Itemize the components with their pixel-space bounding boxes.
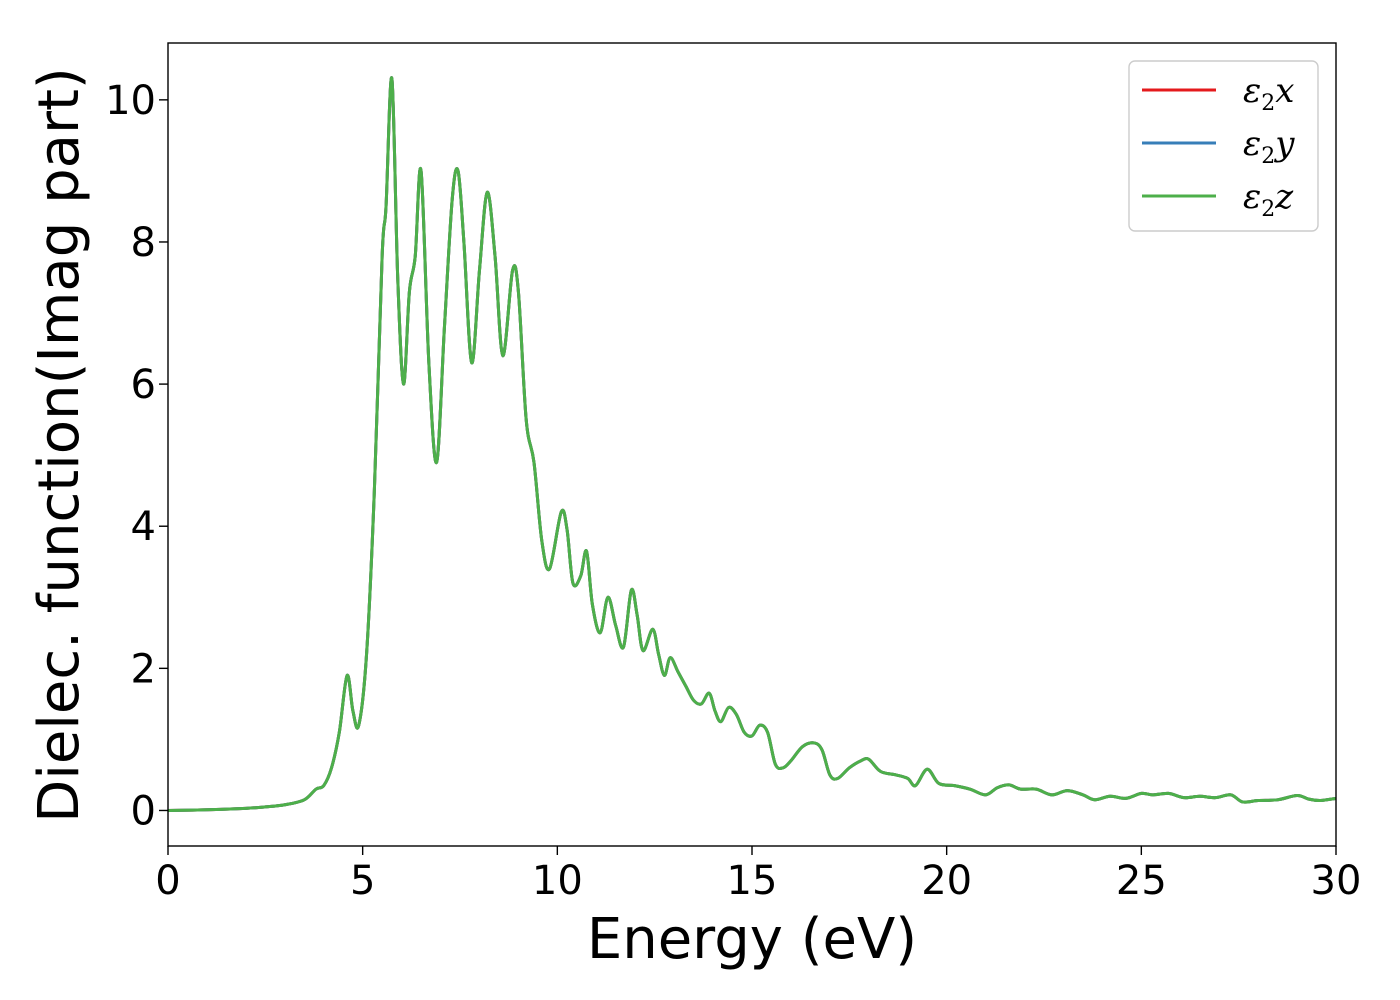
legend-items: ε2x ε2y ε2z <box>1142 71 1295 222</box>
x-tick-label: 5 <box>350 858 375 904</box>
y-axis-label: Dielec. function(Imag part) <box>27 67 92 823</box>
y-tick-label: 4 <box>131 504 156 550</box>
x-axis-label: Energy (eV) <box>587 907 917 972</box>
legend-box <box>1128 60 1319 232</box>
x-tick-label: 30 <box>1311 858 1362 904</box>
x-tick-label: 10 <box>532 858 583 904</box>
series-lines <box>167 76 1337 812</box>
y-tick-label: 2 <box>131 646 156 692</box>
x-tick-label: 25 <box>1116 858 1167 904</box>
plot-frame <box>167 42 1337 847</box>
y-tick-label: 8 <box>131 220 156 266</box>
x-tick-label: 0 <box>155 858 180 904</box>
x-axis-ticks: 0 5 10 15 20 25 30 <box>155 846 1361 904</box>
y-axis-ticks: 0 2 4 6 8 10 <box>105 78 168 834</box>
x-tick-label: 20 <box>921 858 972 904</box>
legend-label-x: ε2x <box>1243 71 1294 116</box>
series-line-z <box>167 76 1337 812</box>
y-tick-label: 6 <box>131 362 156 408</box>
y-tick-label: 10 <box>105 78 156 124</box>
legend: ε2x ε2y ε2z <box>1128 60 1319 232</box>
y-tick-label: 0 <box>131 788 156 834</box>
legend-label-y: ε2y <box>1243 124 1295 169</box>
x-tick-label: 15 <box>727 858 778 904</box>
legend-label-z: ε2z <box>1243 177 1294 222</box>
